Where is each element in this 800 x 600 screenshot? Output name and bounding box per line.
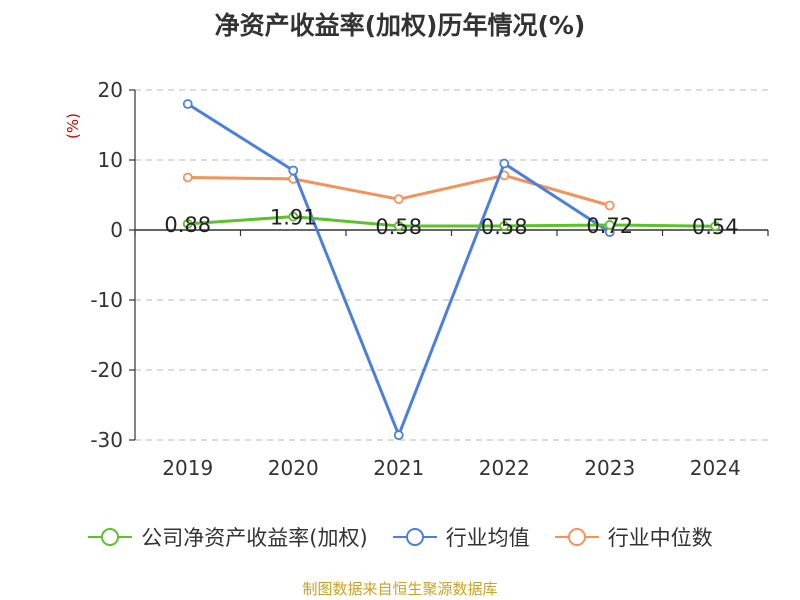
data-point — [710, 221, 721, 232]
legend-item-0[interactable]: 公司净资产收益率(加权) — [87, 522, 368, 552]
x-tick-label: 2020 — [268, 456, 319, 480]
legend-label: 行业均值 — [445, 526, 530, 550]
legend-swatch-icon — [554, 528, 599, 546]
legend: 公司净资产收益率(加权) 行业均值 行业中位数 — [0, 520, 800, 554]
legend-item-2[interactable]: 行业中位数 — [554, 522, 713, 552]
y-tick-label: 0 — [110, 218, 123, 242]
data-label: 1.91 — [270, 206, 317, 230]
chart-title: 净资产收益率(加权)历年情况(%) — [214, 11, 586, 40]
x-tick-label: 2019 — [162, 456, 213, 480]
legend-swatch-icon — [392, 528, 437, 546]
x-tick-label: 2021 — [373, 456, 424, 480]
grid-lines — [135, 89, 768, 441]
series-lines — [182, 99, 721, 441]
data-point — [604, 220, 615, 230]
x-tick-label: 2023 — [584, 456, 635, 480]
data-point — [393, 221, 404, 231]
legend-item-1[interactable]: 行业均值 — [392, 522, 530, 552]
data-point — [604, 200, 615, 211]
axes: 20 10 0 -10 -20 -30 (%) 2019 2020 2021 2022 2023 202… — [64, 78, 769, 480]
data-point — [288, 165, 299, 176]
data-labels: 0.88 1.91 0.58 0.58 0.72 0.54 — [164, 206, 738, 240]
data-label: 0.54 — [692, 215, 739, 239]
data-label: 0.58 — [481, 215, 528, 239]
y-tick-label: -20 — [90, 358, 123, 382]
series-line-1 — [186, 102, 611, 437]
data-point — [182, 218, 193, 229]
data-point — [182, 172, 193, 183]
y-axis-label: (%) — [64, 113, 82, 139]
legend-label: 行业中位数 — [607, 526, 713, 550]
source-note: 制图数据来自恒生聚源数据库 — [302, 580, 498, 598]
y-tick-label: -30 — [90, 428, 123, 452]
data-point — [499, 221, 510, 231]
data-point — [288, 211, 299, 222]
data-point — [499, 158, 510, 169]
y-tick-label: 20 — [98, 78, 123, 102]
legend-label: 公司净资产收益率(加权) — [141, 526, 368, 550]
x-tick-label: 2024 — [690, 456, 741, 480]
legend-swatch-icon — [88, 528, 133, 546]
data-point — [393, 194, 404, 205]
y-tick-label: -10 — [90, 288, 123, 312]
series-line-0 — [187, 215, 716, 228]
x-tick-label: 2022 — [479, 456, 530, 480]
data-point — [393, 430, 404, 441]
data-label: 0.88 — [164, 213, 211, 237]
y-tick-label: 10 — [98, 148, 123, 172]
data-point — [182, 99, 193, 109]
data-label: 0.72 — [586, 214, 633, 238]
data-label: 0.58 — [375, 215, 422, 239]
